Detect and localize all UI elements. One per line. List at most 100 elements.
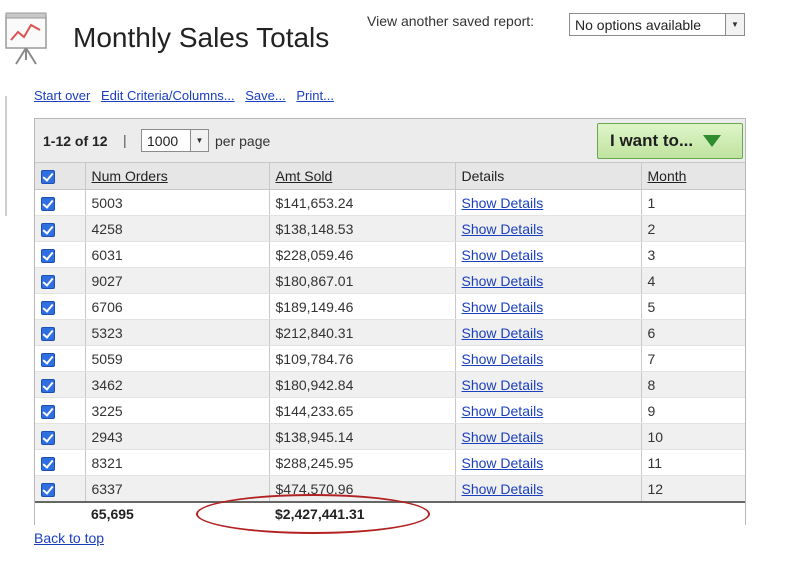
row-checkbox[interactable] — [41, 300, 55, 315]
cell-month: 6 — [641, 319, 745, 346]
row-checkbox[interactable] — [41, 326, 55, 341]
row-checkbox[interactable] — [41, 352, 55, 367]
cell-amt-sold: $180,867.01 — [269, 267, 456, 294]
page-title: Monthly Sales Totals — [73, 22, 330, 53]
show-details-link[interactable]: Show Details — [461, 246, 544, 263]
cell-num-orders: 3462 — [85, 371, 270, 398]
report-chart-icon — [5, 12, 47, 65]
show-details-link[interactable]: Show Details — [461, 480, 544, 497]
cell-details: Show Details — [455, 423, 642, 450]
row-select-cell — [35, 241, 86, 268]
i-want-to-label: I want to... — [610, 131, 694, 150]
row-checkbox[interactable] — [41, 456, 55, 471]
row-select-cell — [35, 449, 86, 476]
row-select-cell — [35, 423, 86, 450]
grid-toolbar: 1-12 of 12 | 1000 ▼ per page I want to..… — [35, 119, 745, 163]
cell-month: 7 — [641, 345, 745, 372]
cell-details: Show Details — [455, 397, 642, 424]
row-checkbox[interactable] — [41, 274, 55, 289]
i-want-to-button[interactable]: I want to... — [597, 123, 743, 159]
chevron-down-icon: ▼ — [725, 14, 744, 35]
show-details-link[interactable]: Show Details — [461, 402, 544, 419]
table-row: 3462 $180,942.84 Show Details 8 — [35, 371, 745, 398]
row-select-cell — [35, 475, 86, 503]
table-row: 5003 $141,653.24 Show Details 1 — [35, 189, 745, 216]
row-checkbox[interactable] — [41, 404, 55, 419]
cell-num-orders: 8321 — [85, 449, 270, 476]
cell-details: Show Details — [455, 293, 642, 320]
cell-month: 4 — [641, 267, 745, 294]
column-header-num-orders[interactable]: Num Orders — [85, 163, 270, 190]
cell-month: 5 — [641, 293, 745, 320]
row-checkbox[interactable] — [41, 196, 55, 211]
cell-num-orders: 2943 — [85, 423, 270, 450]
show-details-link[interactable]: Show Details — [461, 376, 544, 393]
row-checkbox[interactable] — [41, 430, 55, 445]
cell-num-orders: 3225 — [85, 397, 270, 424]
row-select-cell — [35, 371, 86, 398]
cell-num-orders: 6031 — [85, 241, 270, 268]
show-details-link[interactable]: Show Details — [461, 220, 544, 237]
report-grid: 1-12 of 12 | 1000 ▼ per page I want to..… — [34, 118, 746, 525]
select-all-checkbox[interactable] — [41, 170, 55, 185]
show-details-link[interactable]: Show Details — [461, 454, 544, 471]
show-details-link[interactable]: Show Details — [461, 324, 544, 341]
cell-num-orders: 6337 — [85, 475, 270, 503]
edit-criteria-link[interactable]: Edit Criteria/Columns... — [100, 88, 235, 103]
cell-amt-sold: $474,570.96 — [269, 475, 456, 503]
table-row: 6337 $474,570.96 Show Details 12 — [35, 475, 745, 503]
row-select-cell — [35, 293, 86, 320]
cell-num-orders: 5003 — [85, 189, 270, 216]
cell-month: 10 — [641, 423, 745, 450]
save-link[interactable]: Save... — [245, 88, 286, 103]
sales-table: Num Orders Amt Sold Details Month 5003 $1… — [35, 163, 745, 525]
dropdown-triangle-icon — [703, 135, 722, 147]
cell-amt-sold: $212,840.31 — [269, 319, 456, 346]
cell-num-orders: 5323 — [85, 319, 270, 346]
toolbar-separator: | — [123, 132, 127, 148]
cell-amt-sold: $138,945.14 — [269, 423, 456, 450]
table-row: 5059 $109,784.76 Show Details 7 — [35, 345, 745, 372]
back-to-top-link[interactable]: Back to top — [34, 530, 105, 546]
row-select-cell — [35, 189, 86, 216]
cell-num-orders: 9027 — [85, 267, 270, 294]
row-checkbox[interactable] — [41, 248, 55, 263]
cell-details: Show Details — [455, 241, 642, 268]
show-details-link[interactable]: Show Details — [461, 428, 544, 445]
cell-amt-sold: $141,653.24 — [269, 189, 456, 216]
row-checkbox[interactable] — [41, 482, 55, 497]
per-page-select[interactable]: 1000 ▼ — [141, 129, 209, 152]
cell-month: 11 — [641, 449, 745, 476]
cell-amt-sold: $109,784.76 — [269, 345, 456, 372]
result-range: 1-12 of 12 — [43, 133, 108, 149]
table-row: 3225 $144,233.65 Show Details 9 — [35, 397, 745, 424]
start-over-link[interactable]: Start over — [34, 88, 91, 103]
show-details-link[interactable]: Show Details — [461, 194, 544, 211]
show-details-link[interactable]: Show Details — [461, 350, 544, 367]
cell-month: 12 — [641, 475, 745, 503]
print-link[interactable]: Print... — [296, 88, 334, 103]
table-header-row: Num Orders Amt Sold Details Month — [35, 163, 745, 190]
cell-amt-sold: $288,245.95 — [269, 449, 456, 476]
saved-report-select[interactable]: No options available ▼ — [569, 13, 745, 36]
show-details-link[interactable]: Show Details — [461, 272, 544, 289]
cell-amt-sold: $138,148.53 — [269, 215, 456, 242]
column-header-amt-sold[interactable]: Amt Sold — [269, 163, 456, 190]
table-row: 9027 $180,867.01 Show Details 4 — [35, 267, 745, 294]
cell-details: Show Details — [455, 345, 642, 372]
cell-num-orders: 6706 — [85, 293, 270, 320]
cell-details: Show Details — [455, 189, 642, 216]
row-select-cell — [35, 397, 86, 424]
cell-amt-sold: $228,059.46 — [269, 241, 456, 268]
show-details-link[interactable]: Show Details — [461, 298, 544, 315]
row-select-cell — [35, 267, 86, 294]
table-row: 4258 $138,148.53 Show Details 2 — [35, 215, 745, 242]
per-page-value: 1000 — [147, 132, 179, 149]
cell-details: Show Details — [455, 215, 642, 242]
cell-month: 3 — [641, 241, 745, 268]
row-checkbox[interactable] — [41, 222, 55, 237]
table-row: 8321 $288,245.95 Show Details 11 — [35, 449, 745, 476]
column-header-month[interactable]: Month — [641, 163, 745, 190]
per-page-label: per page — [215, 133, 271, 149]
row-checkbox[interactable] — [41, 378, 55, 393]
